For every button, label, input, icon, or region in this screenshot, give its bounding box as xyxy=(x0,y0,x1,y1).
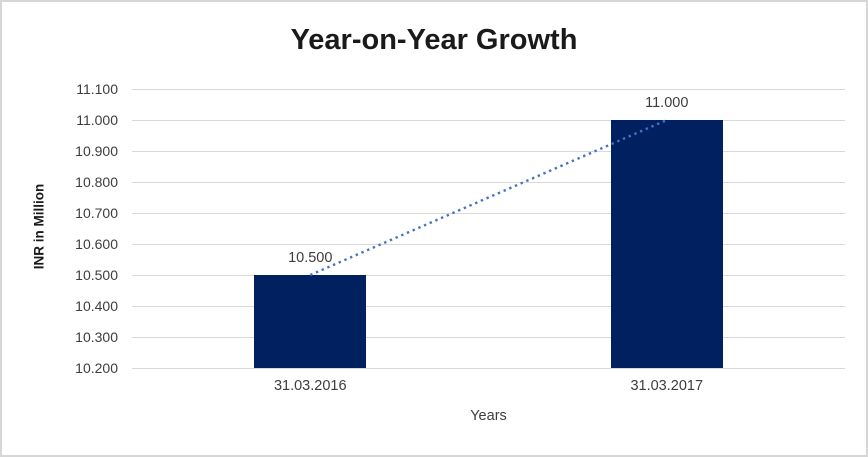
y-tick-label: 10.400 xyxy=(75,298,118,314)
value-label: 11.000 xyxy=(645,95,689,111)
y-tick-label: 11.100 xyxy=(76,81,118,97)
y-axis-title: INR in Million xyxy=(31,183,47,270)
gridline xyxy=(132,213,845,214)
gridline xyxy=(132,151,845,152)
y-tick-label: 10.300 xyxy=(75,329,118,345)
y-tick-label: 10.700 xyxy=(75,205,118,221)
y-tick-label: 10.500 xyxy=(75,267,118,283)
y-tick-label: 11.000 xyxy=(76,112,118,128)
value-label: 10.500 xyxy=(288,250,333,266)
gridline xyxy=(132,89,845,90)
gridline xyxy=(132,244,845,245)
trendline xyxy=(309,118,668,277)
plot-area xyxy=(132,89,845,369)
y-tick-label: 10.600 xyxy=(75,236,118,252)
gridline xyxy=(132,368,845,369)
bar-31.03.2016 xyxy=(254,275,367,368)
x-tick-label: 31.03.2016 xyxy=(273,378,347,394)
gridline xyxy=(132,182,845,183)
y-tick-label: 10.800 xyxy=(75,174,118,190)
bar-31.03.2017 xyxy=(610,120,723,368)
x-axis-title: Years xyxy=(470,408,507,424)
gridline xyxy=(132,306,845,307)
gridline xyxy=(132,120,845,121)
chart-title: Year-on-Year Growth xyxy=(290,24,578,56)
y-tick-label: 10.200 xyxy=(75,360,118,376)
gridline xyxy=(132,337,845,338)
x-tick-label: 31.03.2017 xyxy=(630,378,704,394)
y-tick-label: 10.900 xyxy=(75,143,118,159)
gridline xyxy=(132,275,845,276)
